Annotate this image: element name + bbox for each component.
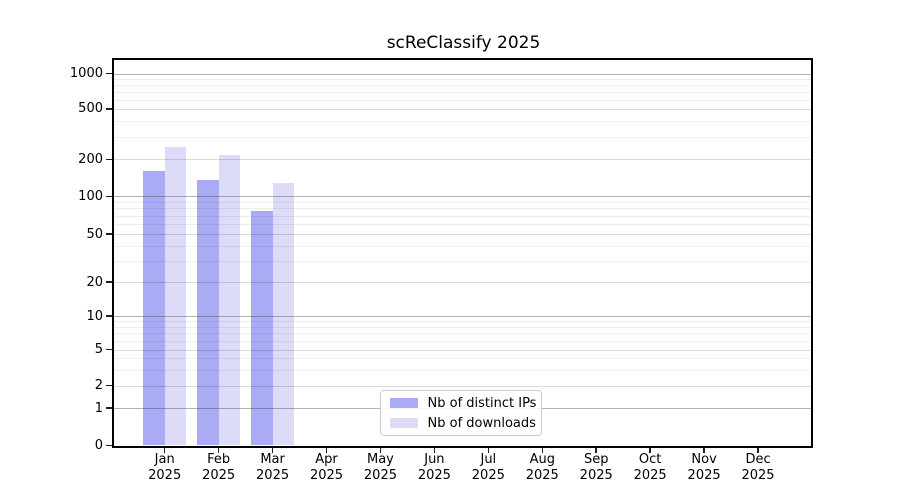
gridline-8 bbox=[113, 326, 811, 328]
ytick-label-1: 1 bbox=[94, 400, 103, 416]
xtick-label-apr: Apr 2025 bbox=[309, 452, 344, 483]
legend-row-downloads: Nb of downloads bbox=[389, 415, 541, 431]
gridline-9 bbox=[113, 321, 811, 323]
ytick-mark-2 bbox=[106, 384, 112, 387]
xtick-mark-apr bbox=[325, 447, 328, 453]
xtick-mark-oct bbox=[649, 447, 651, 453]
bar-distinct-ips-mar bbox=[250, 210, 273, 446]
xtick-label-mar: Mar 2025 bbox=[256, 452, 290, 483]
gridline-60 bbox=[113, 224, 811, 226]
gridline-400 bbox=[113, 121, 811, 123]
xtick-label-may: May 2025 bbox=[363, 452, 397, 483]
gridline-4 bbox=[113, 358, 811, 360]
ytick-label-200: 200 bbox=[78, 151, 103, 167]
plot-area: Nb of distinct IPs Nb of downloads bbox=[111, 57, 813, 448]
gridline-1000 bbox=[113, 73, 811, 75]
ytick-label-100: 100 bbox=[78, 188, 103, 204]
gridline-500 bbox=[113, 108, 811, 110]
ytick-label-50: 50 bbox=[86, 226, 103, 242]
gridline-700 bbox=[113, 91, 811, 93]
xtick-label-sep: Sep 2025 bbox=[579, 452, 613, 483]
gridline-90 bbox=[113, 202, 811, 204]
bar-downloads-jan bbox=[164, 147, 187, 446]
xtick-label-dec: Dec 2025 bbox=[741, 452, 775, 483]
ytick-label-20: 20 bbox=[86, 274, 103, 290]
legend: Nb of distinct IPs Nb of downloads bbox=[379, 390, 542, 436]
gridline-200 bbox=[113, 159, 811, 161]
legend-row-distinct-ips: Nb of distinct IPs bbox=[389, 395, 541, 411]
xtick-mark-aug bbox=[541, 447, 544, 453]
ytick-mark-20 bbox=[106, 281, 112, 283]
xtick-label-aug: Aug 2025 bbox=[525, 452, 559, 483]
gridline-70 bbox=[113, 215, 811, 217]
xtick-mark-dec bbox=[757, 447, 759, 453]
gridline-2 bbox=[113, 385, 811, 387]
gridline-30 bbox=[113, 260, 811, 262]
xtick-label-jan: Jan 2025 bbox=[148, 452, 182, 483]
gridline-100 bbox=[113, 196, 811, 198]
ytick-label-1000: 1000 bbox=[69, 66, 103, 81]
gridline-300 bbox=[113, 136, 811, 138]
xtick-mark-jun bbox=[433, 447, 436, 453]
gridline-900 bbox=[113, 78, 811, 80]
gridline-800 bbox=[113, 84, 811, 86]
xtick-mark-jan bbox=[163, 447, 166, 453]
ytick-mark-1000 bbox=[106, 72, 112, 75]
gridline-600 bbox=[113, 99, 811, 101]
xtick-label-feb: Feb 2025 bbox=[202, 452, 236, 483]
ytick-mark-5 bbox=[106, 348, 112, 351]
xtick-mark-may bbox=[379, 447, 382, 453]
xtick-label-nov: Nov 2025 bbox=[687, 452, 721, 483]
ytick-mark-200 bbox=[106, 158, 112, 161]
ytick-mark-0 bbox=[106, 444, 112, 447]
xtick-mark-mar bbox=[271, 447, 274, 453]
gridline-50 bbox=[113, 234, 811, 235]
xtick-mark-sep bbox=[595, 447, 597, 453]
bar-distinct-ips-feb bbox=[197, 180, 219, 446]
xtick-mark-feb bbox=[217, 447, 220, 453]
gridline-20 bbox=[113, 282, 811, 283]
ytick-label-5: 5 bbox=[94, 342, 103, 357]
gridline-80 bbox=[113, 208, 811, 210]
xtick-mark-jul bbox=[487, 447, 490, 453]
gridline-3 bbox=[113, 369, 811, 371]
gridline-5 bbox=[113, 349, 811, 351]
bar-distinct-ips-jan bbox=[143, 171, 165, 446]
ytick-mark-100 bbox=[106, 195, 112, 198]
xtick-mark-nov bbox=[703, 447, 705, 453]
legend-label-distinct-ips: Nb of distinct IPs bbox=[427, 395, 537, 411]
ytick-label-0: 0 bbox=[94, 438, 103, 453]
ytick-label-10: 10 bbox=[86, 308, 103, 324]
ytick-mark-1 bbox=[106, 407, 112, 409]
gridline-7 bbox=[113, 333, 811, 335]
gridline-10 bbox=[113, 316, 811, 317]
legend-label-downloads: Nb of downloads bbox=[427, 415, 536, 431]
bar-downloads-feb bbox=[218, 155, 241, 446]
ytick-mark-10 bbox=[106, 315, 112, 317]
xtick-label-jul: Jul 2025 bbox=[471, 452, 505, 483]
bar-downloads-mar bbox=[272, 183, 295, 446]
gridline-6 bbox=[113, 340, 811, 342]
ytick-label-2: 2 bbox=[94, 378, 103, 393]
ytick-mark-50 bbox=[106, 233, 112, 235]
gridline-40 bbox=[113, 245, 811, 247]
xtick-label-jun: Jun 2025 bbox=[417, 452, 451, 483]
chart-title: scReClassify 2025 bbox=[386, 33, 541, 53]
legend-swatch-distinct-ips bbox=[389, 398, 418, 408]
xtick-label-oct: Oct 2025 bbox=[633, 452, 667, 483]
ytick-label-500: 500 bbox=[78, 101, 103, 117]
ytick-mark-500 bbox=[106, 108, 112, 110]
legend-swatch-downloads bbox=[389, 418, 418, 428]
